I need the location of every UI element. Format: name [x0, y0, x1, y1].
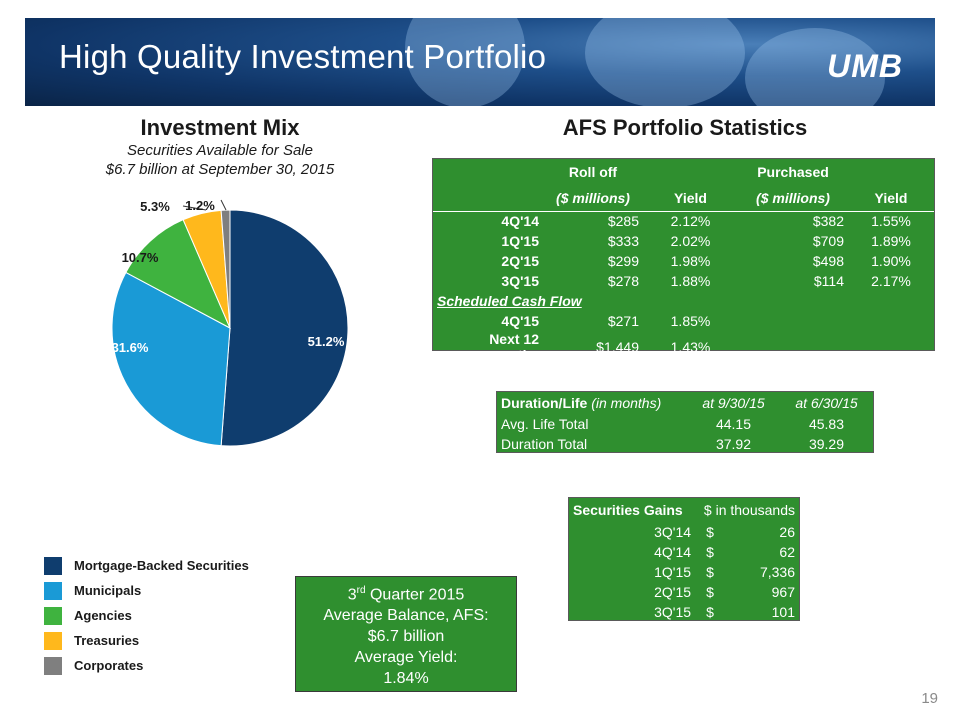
umb-logo: UMB [827, 48, 903, 84]
col-yield: Yield [674, 189, 707, 206]
table-row: 2Q'15 $299 1.98% $498 1.90% [501, 253, 911, 269]
legend-swatch [44, 656, 62, 675]
avg-box-line-4: Average Yield: [354, 649, 458, 667]
gains-unit: $ in thousands [703, 502, 795, 518]
legend-item-mbs: Mortgage-Backed Securities [44, 553, 249, 578]
slide-number: 19 [921, 690, 938, 707]
duration-label: Duration/Life [501, 395, 588, 411]
table-row: 4Q'14 $285 2.12% $382 1.55% [501, 213, 911, 230]
col-purchased-unit: ($ millions) [756, 189, 830, 206]
legend-swatch [44, 606, 62, 625]
scheduled-cash-flow-label: Scheduled Cash Flow [437, 293, 582, 309]
table-row: 1Q'15 $ 7,336 [654, 564, 795, 580]
investment-mix-subtitle-2: $6.7 billion at September 30, 2015 [105, 161, 335, 178]
pie-data-label: 10.7% [122, 250, 159, 265]
pie-slice-mortgage-backed-securities [220, 209, 349, 447]
leader-line [182, 205, 207, 211]
tree-decoration [405, 18, 525, 106]
legend-swatch [44, 556, 62, 575]
table-row: 2Q'15 $ 967 [654, 584, 795, 600]
table-row: 3Q'14 $ 26 [654, 524, 795, 540]
pie-data-label: 51.2% [308, 334, 345, 349]
tree-decoration [745, 28, 885, 106]
table-row: 3Q'15 $278 1.88% $114 2.17% [501, 273, 911, 289]
legend-swatch [44, 581, 62, 600]
investment-mix-subtitle: Securities Available for Sale [127, 142, 313, 159]
pie-data-label: 1.2% [185, 198, 215, 213]
legend-item-municipals: Municipals [44, 578, 249, 603]
table-row: Duration Total 37.92 39.29 [501, 436, 845, 452]
duration-table: Duration/Life (in months) at 9/30/15 at … [496, 391, 874, 453]
page-title: High Quality Investment Portfolio [59, 38, 547, 75]
leader-line [220, 199, 227, 211]
table-row: Next 12 months $1,449 1.43% [488, 331, 711, 363]
afs-title: AFS Portfolio Statistics [562, 115, 808, 140]
avg-box-line-5: 1.84% [383, 670, 429, 688]
investment-mix-title: Investment Mix [140, 115, 300, 140]
avg-box-line-1: 3rd Quarter 2015 [347, 585, 465, 604]
legend-swatch [44, 631, 62, 650]
pie-chart: 51.2% 31.6% 10.7% 5.3% 1.2% [111, 198, 349, 447]
pie-data-label: 5.3% [140, 199, 170, 214]
pie-data-label: 31.6% [112, 340, 149, 355]
table-row: 1Q'15 $333 2.02% $709 1.89% [501, 233, 911, 249]
table-row: 4Q'14 $ 62 [654, 544, 795, 560]
legend-item-corporates: Corporates [44, 653, 249, 678]
col-purchased: Purchased [757, 164, 829, 180]
avg-box-line-3: $6.7 billion [367, 628, 445, 646]
pie-slice-agencies [125, 219, 232, 330]
legend-item-treasuries: Treasuries [44, 628, 249, 653]
securities-gains-table: Securities Gains $ in thousands 3Q'14 $ … [568, 497, 800, 621]
gains-label: Securities Gains [573, 502, 683, 518]
col-yield-2: Yield [874, 189, 908, 206]
legend-item-agencies: Agencies [44, 603, 249, 628]
table-row: 4Q'15 $271 1.85% [501, 313, 711, 329]
table-row: Avg. Life Total 44.15 45.83 [501, 416, 845, 432]
table-row: 3Q'15 $ 101 [654, 604, 795, 620]
avg-box-line-2: Average Balance, AFS: [323, 607, 489, 625]
pie-slice-municipals [111, 271, 231, 447]
col-630: at 6/30/15 [795, 395, 858, 411]
average-balance-box: 3rd Quarter 2015 Average Balance, AFS: $… [295, 576, 517, 692]
col-rolloff: Roll off [568, 164, 618, 180]
chart-legend: Mortgage-Backed Securities Municipals Ag… [44, 553, 249, 678]
duration-unit: (in months) [591, 395, 662, 411]
tree-decoration [585, 18, 745, 106]
header-banner: High Quality Investment Portfolio UMB [25, 18, 935, 106]
col-rolloff-unit: ($ millions) [556, 189, 630, 206]
pie-chart-area: 51.2% 31.6% 10.7% 5.3% 1.2% [8, 160, 355, 472]
afs-statistics-table: Roll off Purchased ($ millions) Yield ($… [432, 158, 935, 363]
col-930: at 9/30/15 [702, 395, 765, 411]
